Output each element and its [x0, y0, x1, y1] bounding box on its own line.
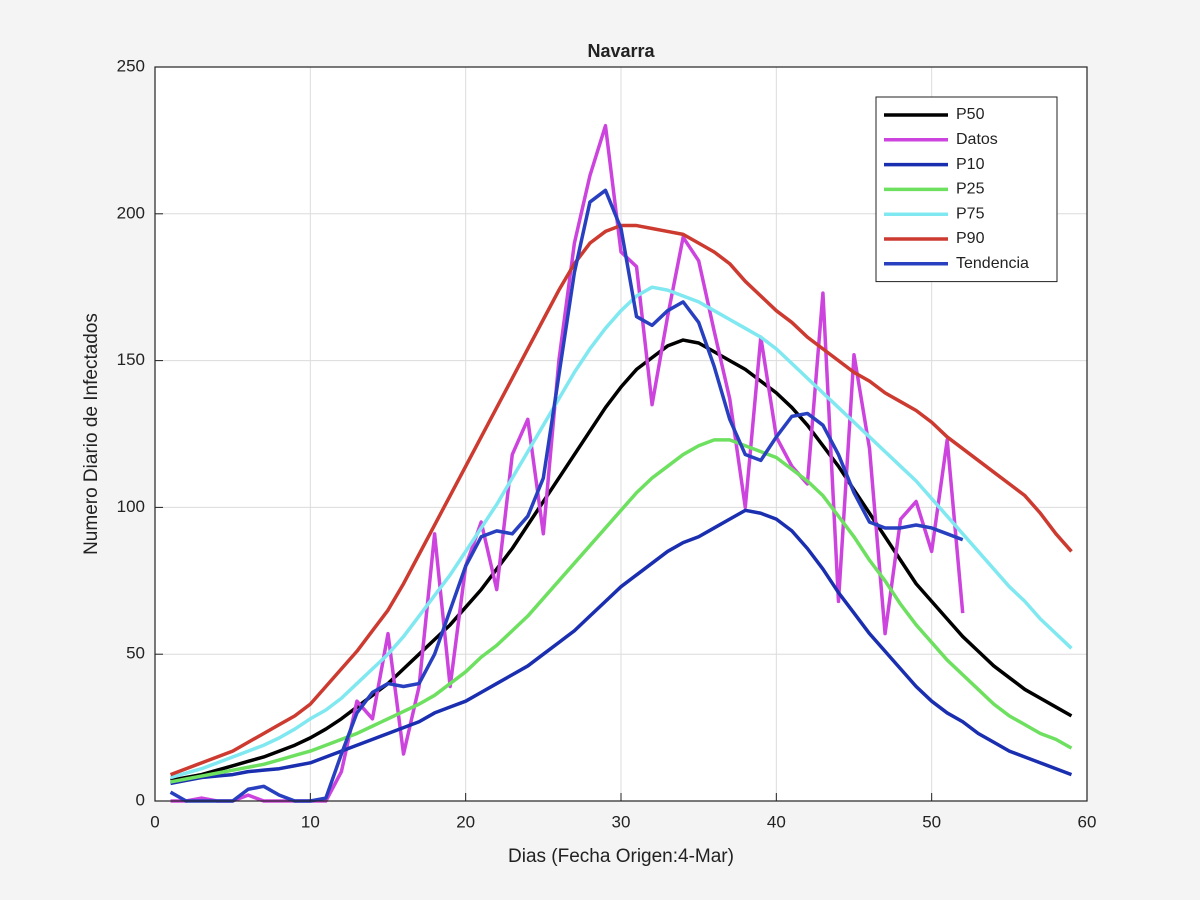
x-tick-label: 20 [456, 812, 475, 831]
y-tick-label: 150 [117, 350, 145, 369]
legend-label: Datos [956, 131, 998, 148]
x-tick-label: 10 [301, 812, 320, 831]
legend-label: P25 [956, 181, 985, 198]
legend-label: P10 [956, 156, 985, 173]
lines [169, 123, 1073, 803]
legend: P50 Datos P10 P25 P75 P90 Tendencia [875, 96, 1058, 283]
legend-label: P75 [956, 205, 985, 222]
x-tick-label: 60 [1078, 812, 1097, 831]
y-tick-label: 0 [136, 790, 145, 809]
y-axis-label: Numero Diario de Infectados [81, 313, 102, 555]
y-tick-label: 250 [117, 56, 145, 75]
y-tick-label: 200 [117, 203, 145, 222]
x-axis-label: Dias (Fecha Origen:4-Mar) [508, 846, 734, 867]
legend-label: P90 [956, 230, 985, 247]
chart-title: Navarra [587, 41, 655, 61]
x-tick-label: 30 [612, 812, 631, 831]
series-line [170, 438, 1073, 784]
x-tick-label: 40 [767, 812, 786, 831]
series-line [170, 285, 1073, 780]
y-tick-label: 50 [126, 644, 145, 663]
legend-label: Tendencia [956, 255, 1029, 272]
y-tick-label: 100 [117, 497, 145, 516]
series-line [170, 508, 1073, 786]
x-tick-label: 0 [150, 812, 159, 831]
legend-label: P50 [956, 106, 985, 123]
x-tick-label: 50 [922, 812, 941, 831]
series-line [170, 338, 1073, 783]
